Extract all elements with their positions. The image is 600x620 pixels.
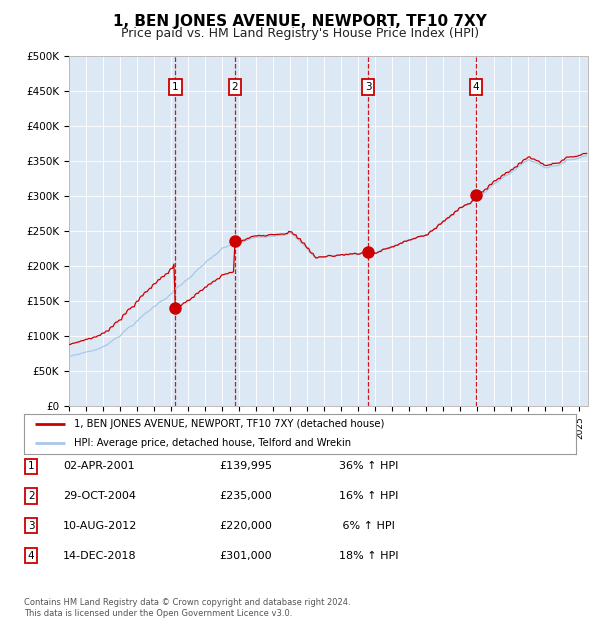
Text: 16% ↑ HPI: 16% ↑ HPI xyxy=(339,491,398,501)
Text: £235,000: £235,000 xyxy=(219,491,272,501)
Text: 29-OCT-2004: 29-OCT-2004 xyxy=(63,491,136,501)
Text: £301,000: £301,000 xyxy=(219,551,272,560)
Text: £139,995: £139,995 xyxy=(219,461,272,471)
Text: 1, BEN JONES AVENUE, NEWPORT, TF10 7XY (detached house): 1, BEN JONES AVENUE, NEWPORT, TF10 7XY (… xyxy=(74,419,384,430)
Text: 02-APR-2001: 02-APR-2001 xyxy=(63,461,134,471)
Text: 1, BEN JONES AVENUE, NEWPORT, TF10 7XY: 1, BEN JONES AVENUE, NEWPORT, TF10 7XY xyxy=(113,14,487,29)
Text: Price paid vs. HM Land Registry's House Price Index (HPI): Price paid vs. HM Land Registry's House … xyxy=(121,27,479,40)
Text: 2: 2 xyxy=(28,491,35,501)
Text: 1: 1 xyxy=(172,82,179,92)
Text: 6% ↑ HPI: 6% ↑ HPI xyxy=(339,521,395,531)
Text: 18% ↑ HPI: 18% ↑ HPI xyxy=(339,551,398,560)
Text: HPI: Average price, detached house, Telford and Wrekin: HPI: Average price, detached house, Telf… xyxy=(74,438,351,448)
Text: 4: 4 xyxy=(28,551,35,560)
Text: 3: 3 xyxy=(365,82,371,92)
Text: 4: 4 xyxy=(473,82,479,92)
Text: 14-DEC-2018: 14-DEC-2018 xyxy=(63,551,137,560)
Text: 3: 3 xyxy=(28,521,35,531)
Text: 1: 1 xyxy=(28,461,35,471)
Text: £220,000: £220,000 xyxy=(219,521,272,531)
Text: 36% ↑ HPI: 36% ↑ HPI xyxy=(339,461,398,471)
Text: 10-AUG-2012: 10-AUG-2012 xyxy=(63,521,137,531)
Text: Contains HM Land Registry data © Crown copyright and database right 2024.
This d: Contains HM Land Registry data © Crown c… xyxy=(24,598,350,618)
Text: 2: 2 xyxy=(232,82,238,92)
